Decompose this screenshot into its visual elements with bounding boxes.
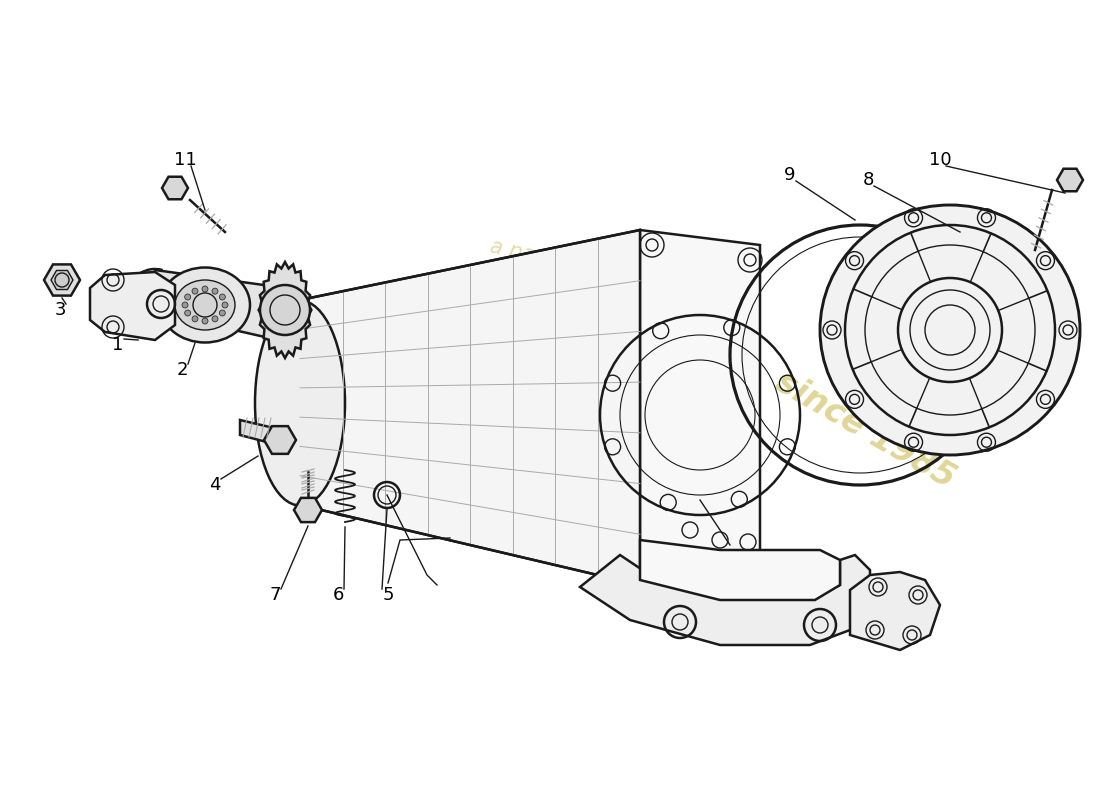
Text: since 1985: since 1985 (769, 365, 960, 495)
Circle shape (222, 302, 228, 308)
Ellipse shape (160, 267, 250, 342)
Polygon shape (240, 420, 274, 444)
Text: 1: 1 (112, 336, 123, 354)
Circle shape (212, 316, 218, 322)
Polygon shape (850, 572, 940, 650)
Circle shape (182, 302, 188, 308)
Polygon shape (294, 498, 322, 522)
Text: 3: 3 (54, 301, 66, 319)
Circle shape (202, 286, 208, 292)
Text: 7: 7 (270, 586, 280, 604)
Polygon shape (128, 281, 168, 301)
Text: 10: 10 (928, 151, 952, 169)
Ellipse shape (175, 280, 235, 330)
Circle shape (185, 294, 190, 300)
Circle shape (202, 318, 208, 324)
Circle shape (219, 310, 225, 316)
Ellipse shape (820, 205, 1080, 455)
Polygon shape (162, 177, 188, 199)
Text: 8: 8 (862, 171, 873, 189)
Circle shape (185, 310, 190, 316)
Text: a passion for porsche: a passion for porsche (488, 237, 712, 303)
Polygon shape (155, 270, 300, 345)
Polygon shape (258, 262, 311, 358)
Text: 4: 4 (209, 476, 221, 494)
Text: 11: 11 (174, 151, 197, 169)
Polygon shape (90, 272, 175, 340)
Circle shape (260, 285, 310, 335)
Text: 6: 6 (332, 586, 343, 604)
Polygon shape (51, 270, 73, 290)
Polygon shape (580, 555, 870, 645)
Text: 5: 5 (383, 586, 394, 604)
Circle shape (219, 294, 225, 300)
Circle shape (192, 316, 198, 322)
Polygon shape (640, 540, 840, 600)
Ellipse shape (255, 301, 345, 506)
Circle shape (212, 288, 218, 294)
Circle shape (192, 288, 198, 294)
Polygon shape (1057, 169, 1084, 191)
Polygon shape (264, 426, 296, 454)
Polygon shape (640, 230, 760, 615)
Polygon shape (300, 230, 640, 585)
Text: 9: 9 (784, 166, 795, 184)
Polygon shape (44, 265, 80, 295)
Text: 2: 2 (176, 361, 188, 379)
